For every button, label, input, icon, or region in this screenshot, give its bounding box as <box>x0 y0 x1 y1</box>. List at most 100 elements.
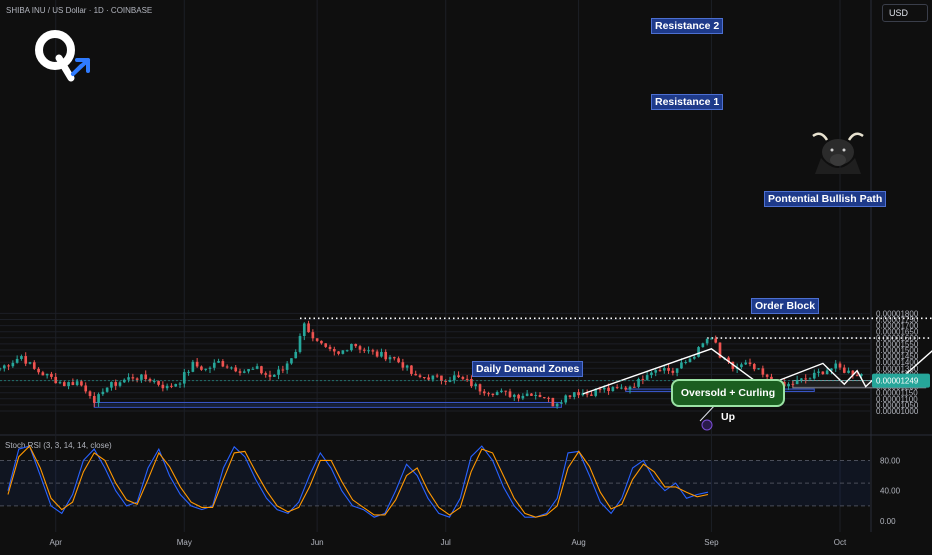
candle-body <box>341 350 345 354</box>
candle-body <box>680 362 683 369</box>
candle-body <box>247 369 250 372</box>
q-logo <box>35 30 90 82</box>
candle-body <box>2 365 6 369</box>
candle-body <box>84 385 88 392</box>
candle-body <box>418 375 422 378</box>
candle-body <box>710 338 713 340</box>
candle-body <box>37 368 40 373</box>
candle-body <box>757 368 760 370</box>
candle-body <box>684 361 688 363</box>
x-tick-label: Sep <box>704 538 719 547</box>
candle-body <box>50 373 53 377</box>
candle-body <box>208 367 212 369</box>
candle-body <box>131 377 135 379</box>
candle-body <box>165 385 169 389</box>
rsi-series-K <box>7 445 709 518</box>
currency-button[interactable]: USD <box>882 4 928 22</box>
candle-body <box>62 382 66 387</box>
candle-body <box>555 403 559 407</box>
candle-body <box>825 370 829 375</box>
candle-body <box>105 387 109 392</box>
candle-body <box>761 368 765 375</box>
candle-body <box>701 343 705 348</box>
y-tick-label: 0.00001400 <box>876 358 919 367</box>
candle-body <box>470 379 473 387</box>
candle-body <box>328 346 332 349</box>
candle-body <box>487 393 490 395</box>
candle-body <box>260 366 263 374</box>
current-price-tag <box>872 373 930 388</box>
candle-body <box>350 343 353 351</box>
candle-body <box>290 358 293 364</box>
annotation-resistance-1[interactable]: Resistance 1 <box>651 94 724 110</box>
candle-body <box>311 332 315 339</box>
annotation-demand-zones[interactable]: Daily Demand Zones <box>472 361 584 377</box>
y-tick-label: 0.00001700 <box>876 322 919 331</box>
candle-body <box>581 393 585 396</box>
candle-body <box>414 373 418 376</box>
candle-body <box>20 356 23 359</box>
y-tick-label: 0.00001000 <box>876 407 919 416</box>
candle-body <box>140 374 143 380</box>
candle-body <box>830 368 833 371</box>
candle-body <box>838 363 842 368</box>
candle-body <box>551 397 555 407</box>
annotation-bullish-path[interactable]: Pontential Bullish Path <box>764 191 887 207</box>
x-tick-label: Jun <box>311 538 324 547</box>
candle-body <box>654 370 658 373</box>
candle-body <box>384 351 388 360</box>
x-tick-label: Aug <box>571 538 585 547</box>
candle-body <box>157 381 160 385</box>
candle-body <box>615 387 619 389</box>
annotation-order-block[interactable]: Order Block <box>751 298 820 314</box>
candle-body <box>538 394 542 398</box>
candle-body <box>821 371 825 375</box>
candle-body <box>620 387 623 389</box>
candle-body <box>174 384 178 387</box>
candle-body <box>410 365 413 374</box>
candle-body <box>315 338 319 341</box>
candle-body <box>397 358 400 363</box>
candle-body <box>255 366 259 369</box>
candle-body <box>560 402 563 404</box>
candle-body <box>855 375 859 377</box>
candle-body <box>658 370 662 372</box>
candle-body <box>195 361 199 367</box>
bull-head <box>822 139 854 165</box>
candle-body <box>97 394 100 403</box>
candle-body <box>688 358 692 362</box>
candle-body <box>225 366 229 368</box>
candle-body <box>564 395 568 403</box>
candle-body <box>500 390 503 393</box>
y-tick-label: 0.00001100 <box>876 395 918 404</box>
candle-body <box>667 367 670 371</box>
candle-body <box>491 393 495 395</box>
candle-body <box>354 343 358 347</box>
annotation-resistance-2[interactable]: Resistance 2 <box>651 18 724 34</box>
candle-body <box>204 368 208 370</box>
candle-body <box>440 375 443 382</box>
candle-body <box>787 383 790 387</box>
candle-body <box>118 382 122 386</box>
candle-body <box>457 375 460 378</box>
bull-eye <box>842 148 846 152</box>
candle-body <box>705 339 709 344</box>
candle-body <box>367 350 370 352</box>
candle-body <box>598 388 602 390</box>
candle-body <box>482 391 486 394</box>
candle-body <box>817 371 820 373</box>
candle-body <box>795 379 799 385</box>
candle-body <box>24 356 28 364</box>
candle-body <box>808 378 812 380</box>
candle-body <box>358 346 362 350</box>
candle-body <box>401 362 405 368</box>
candle-body <box>221 361 225 367</box>
candle-body <box>752 364 756 370</box>
candle-body <box>461 377 465 379</box>
y-tick-label: 0.00001800 <box>876 309 919 318</box>
candle-body <box>812 372 816 379</box>
annotation-oversold[interactable]: Oversold + Curling Up <box>671 379 785 423</box>
candle-body <box>530 393 533 396</box>
